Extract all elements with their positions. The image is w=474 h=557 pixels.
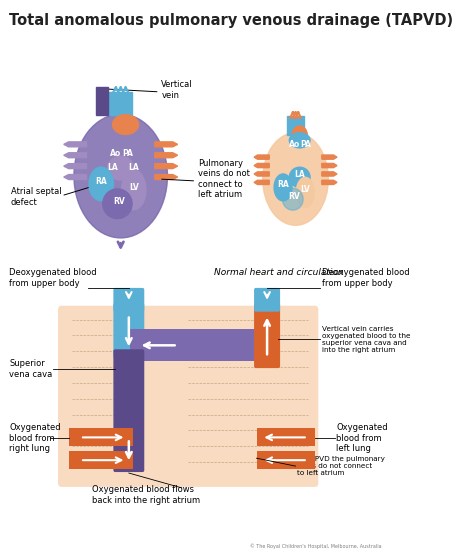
FancyArrow shape: [64, 142, 87, 147]
Ellipse shape: [289, 167, 310, 187]
FancyBboxPatch shape: [254, 303, 280, 368]
Text: Superior
vena cava: Superior vena cava: [9, 359, 53, 379]
Text: Vertical vein carries
oxygenated blood to the
superior vena cava and
into the ri: Vertical vein carries oxygenated blood t…: [321, 326, 410, 353]
Text: Normal heart and circulation: Normal heart and circulation: [214, 268, 344, 277]
Text: PA: PA: [122, 149, 133, 158]
Text: LA: LA: [107, 163, 118, 172]
FancyArrow shape: [254, 172, 269, 176]
Text: Vertical
vein: Vertical vein: [161, 80, 193, 100]
Ellipse shape: [121, 170, 146, 209]
Text: LA: LA: [128, 163, 139, 172]
Text: © The Royal Children's Hospital, Melbourne, Australia: © The Royal Children's Hospital, Melbour…: [250, 544, 382, 549]
FancyArrow shape: [64, 153, 87, 158]
FancyBboxPatch shape: [130, 330, 267, 361]
Ellipse shape: [103, 189, 132, 218]
FancyArrow shape: [155, 164, 178, 169]
Polygon shape: [287, 116, 304, 135]
Ellipse shape: [108, 156, 134, 180]
Text: RV: RV: [113, 197, 125, 206]
Text: Ao: Ao: [110, 149, 121, 158]
Ellipse shape: [289, 133, 310, 148]
Ellipse shape: [296, 177, 314, 208]
Text: Ao: Ao: [289, 140, 300, 149]
FancyBboxPatch shape: [254, 288, 280, 312]
FancyBboxPatch shape: [256, 428, 315, 446]
Ellipse shape: [283, 188, 303, 210]
Text: Deoxygenated blood
from upper body: Deoxygenated blood from upper body: [9, 268, 97, 288]
FancyArrow shape: [322, 155, 337, 159]
FancyArrow shape: [322, 180, 337, 184]
Ellipse shape: [263, 133, 328, 225]
Ellipse shape: [274, 174, 292, 201]
FancyArrow shape: [64, 164, 87, 169]
FancyArrow shape: [155, 174, 178, 179]
Text: PA: PA: [300, 140, 310, 149]
Text: Pulmonary
veins do not
connect to
left atrium: Pulmonary veins do not connect to left a…: [198, 159, 250, 199]
Text: Atrial septal
defect: Atrial septal defect: [11, 187, 62, 207]
Text: Oxygenated
blood from
right lung: Oxygenated blood from right lung: [9, 423, 61, 453]
FancyArrow shape: [254, 155, 269, 159]
Text: Oxygenated blood flows
back into the right atrium: Oxygenated blood flows back into the rig…: [92, 485, 201, 505]
FancyArrow shape: [155, 153, 178, 158]
Polygon shape: [109, 92, 132, 115]
FancyArrow shape: [254, 180, 269, 184]
Ellipse shape: [112, 115, 138, 134]
Text: LV: LV: [301, 185, 310, 194]
FancyBboxPatch shape: [70, 451, 133, 469]
Polygon shape: [96, 87, 108, 115]
FancyArrow shape: [254, 163, 269, 168]
Text: LA: LA: [294, 170, 305, 179]
Ellipse shape: [74, 114, 167, 238]
Ellipse shape: [89, 167, 113, 201]
FancyBboxPatch shape: [113, 288, 144, 312]
FancyBboxPatch shape: [113, 303, 144, 358]
FancyBboxPatch shape: [70, 428, 133, 446]
Text: LV: LV: [129, 183, 138, 192]
FancyBboxPatch shape: [113, 349, 144, 472]
Ellipse shape: [292, 126, 307, 144]
FancyArrow shape: [322, 172, 337, 176]
Text: RV: RV: [288, 192, 300, 201]
Text: In TAPVD the pulmonary
veins do not connect
to left atrium: In TAPVD the pulmonary veins do not conn…: [297, 456, 385, 476]
FancyArrow shape: [155, 142, 178, 147]
Text: RA: RA: [95, 177, 107, 186]
FancyBboxPatch shape: [256, 451, 315, 469]
Text: Deoxygenated blood
from upper body: Deoxygenated blood from upper body: [321, 268, 409, 288]
Text: Total anomalous pulmonary venous drainage (TAPVD): Total anomalous pulmonary venous drainag…: [9, 13, 454, 28]
Text: RA: RA: [277, 180, 289, 189]
FancyArrow shape: [322, 163, 337, 168]
FancyBboxPatch shape: [58, 306, 319, 487]
FancyArrow shape: [64, 174, 87, 179]
Text: Oxygenated
blood from
left lung: Oxygenated blood from left lung: [336, 423, 388, 453]
